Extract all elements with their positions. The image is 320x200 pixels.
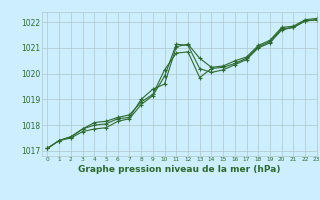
X-axis label: Graphe pression niveau de la mer (hPa): Graphe pression niveau de la mer (hPa) — [78, 165, 280, 174]
